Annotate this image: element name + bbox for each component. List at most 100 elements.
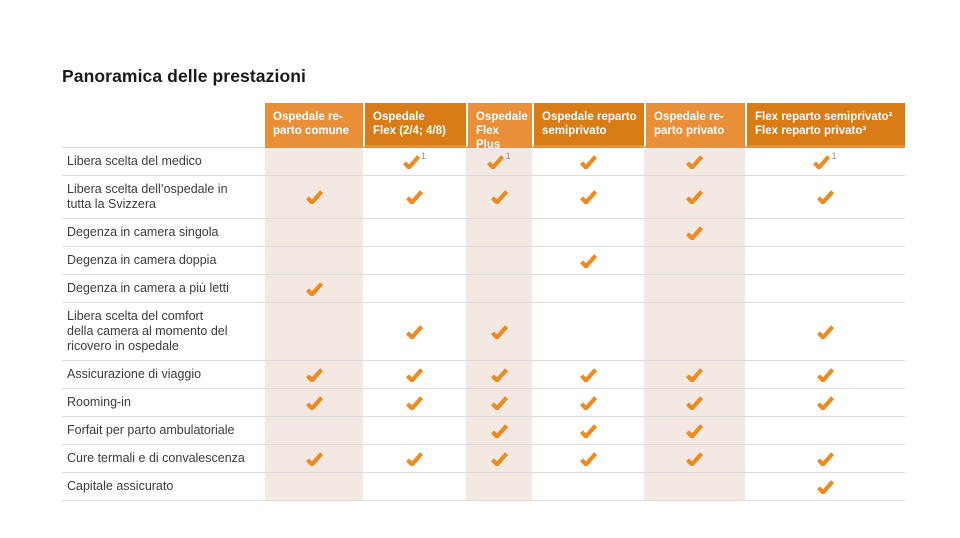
check-icon (686, 423, 703, 438)
table-header: Ospedale re- parto comune Ospedale Flex … (62, 103, 905, 151)
check-icon (686, 190, 703, 204)
benefit-cell (644, 247, 745, 274)
row-label: Rooming-in (67, 395, 131, 409)
check-icon (816, 479, 834, 494)
check-icon (686, 451, 703, 466)
check-icon (490, 324, 508, 339)
table-body: Libera scelta del medico 1 1 1 Libera scelta… (62, 148, 905, 501)
benefit-cell (363, 361, 466, 388)
benefit-cell (644, 148, 745, 175)
check-icon (490, 395, 508, 410)
row-label: Degenza in camera singola (67, 225, 219, 239)
row-label: Degenza in camera doppia (67, 253, 217, 267)
check-icon (579, 395, 597, 410)
table-row: Degenza in camera doppia (62, 247, 905, 275)
benefit-cell (532, 473, 644, 500)
benefit-cell (265, 247, 363, 274)
benefit-cell (644, 361, 745, 388)
check-icon (579, 423, 597, 438)
check-icon (816, 395, 834, 410)
benefit-cell (532, 389, 644, 416)
row-label: Forfait per parto ambulatoriale (67, 423, 235, 437)
benefit-cell (532, 275, 644, 302)
check-icon (686, 367, 703, 382)
check-icon (816, 190, 834, 204)
benefit-cell: 1 (363, 148, 466, 175)
table-row: Rooming-in (62, 389, 905, 417)
check-icon (813, 154, 831, 169)
benefit-cell (745, 417, 905, 444)
benefit-cell (532, 417, 644, 444)
column-header: Ospedale reparto semiprivato (532, 103, 644, 148)
benefit-cell (466, 176, 532, 218)
check-icon (490, 367, 508, 382)
check-icon (305, 451, 323, 466)
benefit-cell (745, 275, 905, 302)
table-row: Degenza in camera a più letti (62, 275, 905, 303)
benefit-cell (644, 473, 745, 500)
check-icon (305, 281, 323, 296)
check-icon (406, 324, 423, 339)
row-label: Libera scelta dell’ospedale in tutta la … (67, 182, 228, 211)
benefit-cell (532, 361, 644, 388)
benefit-cell (265, 148, 363, 175)
benefit-cell (532, 148, 644, 175)
check-icon (305, 367, 323, 382)
check-icon (402, 154, 420, 169)
benefit-cell (644, 303, 745, 360)
benefit-cell (363, 417, 466, 444)
column-header: Ospedale Flex Plus (466, 103, 532, 151)
benefit-cell (745, 361, 905, 388)
table-row: Assicurazione di viaggio (62, 361, 905, 389)
benefit-cell (265, 389, 363, 416)
benefit-cell (745, 176, 905, 218)
benefits-table: Ospedale re- parto comune Ospedale Flex … (62, 103, 905, 501)
header-spacer (62, 103, 265, 148)
check-icon (686, 395, 703, 410)
row-label: Capitale assicurato (67, 479, 174, 493)
benefit-cell (644, 417, 745, 444)
column-header: Ospedale re- parto comune (265, 103, 363, 148)
check-icon (579, 253, 597, 268)
column-header: Ospedale re- parto privato (644, 103, 745, 148)
column-header: Flex reparto semiprivato² Flex reparto p… (745, 103, 905, 148)
column-header: Ospedale Flex (2/4; 4/8) (363, 103, 466, 148)
row-label: Assicurazione di viaggio (67, 367, 202, 381)
check-icon (305, 395, 323, 410)
check-icon (490, 190, 508, 204)
table-row: Cure termali e di convalescenza (62, 445, 905, 473)
benefit-cell (363, 445, 466, 472)
benefit-cell (745, 219, 905, 246)
benefit-cell (466, 473, 532, 500)
benefit-cell (265, 176, 363, 218)
benefit-cell (745, 303, 905, 360)
benefit-cell (745, 389, 905, 416)
footnote-marker: 1 (505, 151, 511, 161)
benefit-cell (644, 445, 745, 472)
check-icon (816, 324, 834, 339)
benefit-cell (532, 445, 644, 472)
benefit-cell (363, 303, 466, 360)
table-row: Forfait per parto ambulatoriale (62, 417, 905, 445)
benefit-cell (644, 275, 745, 302)
benefit-cell (532, 247, 644, 274)
check-icon (686, 154, 703, 169)
table-row: Libera scelta del comfort della camera a… (62, 303, 905, 361)
benefit-cell (644, 176, 745, 218)
row-label: Cure termali e di convalescenza (67, 451, 245, 465)
check-icon (490, 423, 508, 438)
benefit-cell (265, 473, 363, 500)
benefit-cell (466, 247, 532, 274)
benefit-cell: 1 (745, 148, 905, 175)
table-row: Degenza in camera singola (62, 219, 905, 247)
check-icon (406, 367, 423, 382)
check-icon (406, 451, 423, 466)
benefit-cell (363, 473, 466, 500)
benefit-cell (265, 361, 363, 388)
check-icon (686, 225, 703, 240)
check-icon (579, 451, 597, 466)
page-title: Panoramica delle prestazioni (62, 65, 306, 86)
row-label: Degenza in camera a più letti (67, 281, 229, 295)
benefit-cell (265, 445, 363, 472)
